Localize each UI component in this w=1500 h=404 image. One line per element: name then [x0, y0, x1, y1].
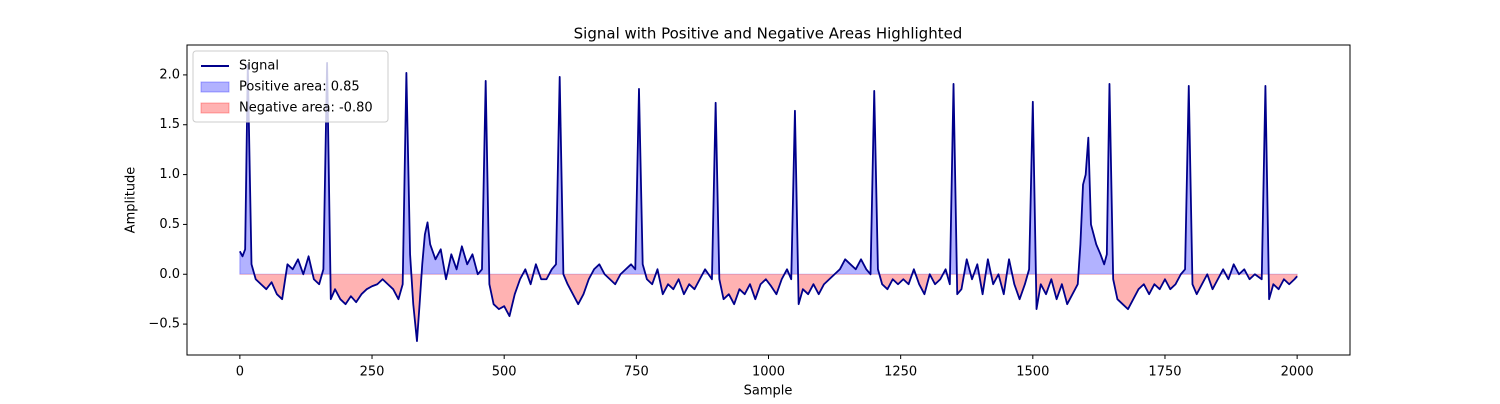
y-axis-label: Amplitude [124, 167, 139, 234]
legend-label: Positive area: 0.85 [239, 80, 360, 95]
signal-line [239, 62, 1298, 342]
y-tick-label: −0.5 [148, 317, 180, 332]
y-tick-label: 1.0 [159, 167, 180, 182]
x-tick-label: 1250 [884, 365, 917, 380]
legend-patch [200, 102, 230, 114]
legend-box [192, 50, 389, 123]
x-axis-label: Sample [744, 384, 793, 399]
y-tick-label: 0.5 [159, 217, 180, 232]
x-tick-label: 250 [360, 365, 385, 380]
chart-title: Signal with Positive and Negative Areas … [574, 25, 963, 43]
x-tick-label: 500 [492, 365, 517, 380]
x-tick-label: 2000 [1281, 365, 1314, 380]
plot-frame [186, 44, 1351, 356]
x-tick-label: 0 [236, 365, 244, 380]
x-tick-label: 1750 [1148, 365, 1181, 380]
x-tick-label: 1000 [752, 365, 785, 380]
x-tick-label: 1500 [1016, 365, 1049, 380]
legend-label: Negative area: -0.80 [239, 101, 373, 116]
legend-patch [200, 81, 230, 93]
y-tick-label: 1.5 [159, 117, 180, 132]
legend-label: Signal [239, 59, 279, 74]
y-tick-label: 0.0 [159, 267, 180, 282]
y-tick-label: 2.0 [159, 67, 180, 82]
x-tick-label: 750 [624, 365, 649, 380]
